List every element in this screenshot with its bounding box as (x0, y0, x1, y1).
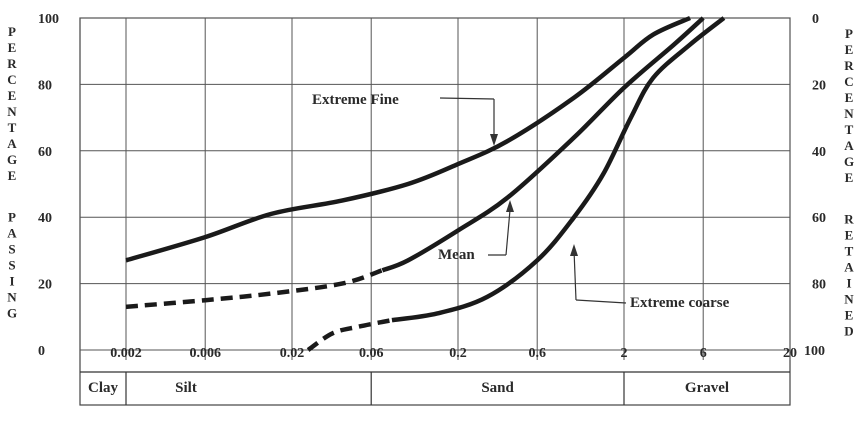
y-left-tick-label: 60 (38, 145, 52, 160)
axis-title-letter: R (844, 58, 854, 73)
y-left-tick-label: 100 (38, 12, 59, 27)
y-right-tick-label: 80 (812, 278, 826, 293)
y-right-tick-labels: 0 20 40 60 80 100 (804, 12, 826, 359)
extreme-fine-arrowhead (490, 134, 498, 146)
axis-title-letter: P (8, 210, 16, 225)
axis-title-letter: E (8, 168, 17, 183)
extreme-coarse-leader-2 (575, 299, 627, 304)
axis-title-letter: G (7, 306, 17, 321)
x-tick-label: 0.02 (280, 346, 305, 361)
axis-title-letter: A (844, 260, 854, 275)
axis-title-letter: I (846, 276, 851, 291)
axis-title-letter: A (7, 226, 17, 241)
mean-pointer (505, 209, 511, 256)
y-left-tick-label: 40 (38, 211, 52, 226)
axis-title-letter: T (845, 122, 854, 137)
axis-title-letter: A (844, 138, 854, 153)
axis-title-letter: G (7, 152, 17, 167)
zone-label-clay: Clay (88, 380, 119, 396)
x-tick-label: 0.006 (189, 346, 221, 361)
axis-title-letter: A (7, 136, 17, 151)
axis-title-letter: E (8, 88, 17, 103)
mean-curve-dashed (125, 268, 384, 310)
zone-label-gravel: Gravel (685, 380, 729, 396)
axis-title-letter: R (844, 212, 854, 227)
extreme-coarse-arrowhead (570, 244, 578, 256)
axis-title-letter: P (8, 24, 16, 39)
y-right-tick-label: 60 (812, 211, 826, 226)
axis-title-letter: N (7, 104, 17, 119)
axis-title-letter: D (844, 324, 853, 339)
extreme-fine-curve (125, 15, 691, 263)
axis-title-letter: N (844, 106, 854, 121)
axis-title-letter: T (8, 120, 17, 135)
axis-title-letter: E (845, 170, 854, 185)
plot-frame (79, 17, 791, 406)
extreme-coarse-curve-dashed (306, 317, 393, 352)
mean-curve (381, 16, 705, 273)
mean-label: Mean (438, 247, 475, 263)
y-left-tick-label: 0 (38, 344, 45, 359)
x-tick-label: 0.6 (528, 346, 546, 361)
y-right-tick-label: 40 (812, 145, 826, 160)
axis-title-letter: E (845, 308, 854, 323)
axis-title-letter: E (8, 40, 17, 55)
axis-title-letter: C (844, 74, 853, 89)
chart-grid (79, 17, 791, 406)
axis-title-letter: S (8, 242, 15, 257)
axis-title-letter: R (7, 56, 17, 71)
zone-label-sand: Sand (481, 380, 514, 396)
axis-title-letter: G (844, 154, 854, 169)
axis-title-letter: P (845, 26, 853, 41)
x-tick-labels: 0.002 0.006 0.02 0.06 0.2 0.6 2 6 20 (110, 346, 797, 361)
mean-arrowhead (506, 200, 514, 212)
extreme-fine-leader (439, 97, 495, 100)
y-left-tick-label: 20 (38, 278, 52, 293)
extreme-fine-label: Extreme Fine (312, 92, 399, 108)
y-right-tick-label: 0 (812, 12, 819, 27)
axis-title-letter: N (844, 292, 854, 307)
extreme-coarse-label: Extreme coarse (630, 295, 730, 311)
soil-zone-band: Clay Silt Sand Gravel (88, 372, 729, 405)
axis-title-letter: E (845, 90, 854, 105)
zone-label-silt: Silt (175, 380, 197, 396)
axis-title-letter: T (845, 244, 854, 259)
y-left-tick-labels: 100 80 60 40 20 0 (38, 12, 59, 359)
axis-title-letter: S (8, 258, 15, 273)
x-tick-label: 20 (783, 346, 797, 361)
y-right-tick-label: 20 (812, 78, 826, 93)
y-left-tick-label: 80 (38, 78, 52, 93)
axis-title-letter: C (7, 72, 16, 87)
axis-title-letter: N (7, 290, 17, 305)
x-tick-label: 6 (700, 346, 707, 361)
x-tick-label: 2 (621, 346, 628, 361)
curve-annotations: Extreme Fine Mean Extreme coarse (312, 92, 730, 311)
axis-title-letter: E (845, 42, 854, 57)
x-tick-label: 0.06 (359, 346, 384, 361)
gradation-curves (125, 15, 726, 352)
x-tick-label: 0.2 (449, 346, 467, 361)
y-right-tick-label: 100 (804, 344, 825, 359)
extreme-coarse-leader (573, 249, 577, 301)
axis-title-letter: I (9, 274, 14, 289)
extreme-coarse-curve (391, 16, 726, 323)
x-tick-label: 0.002 (110, 346, 142, 361)
axis-title-letter: E (845, 228, 854, 243)
